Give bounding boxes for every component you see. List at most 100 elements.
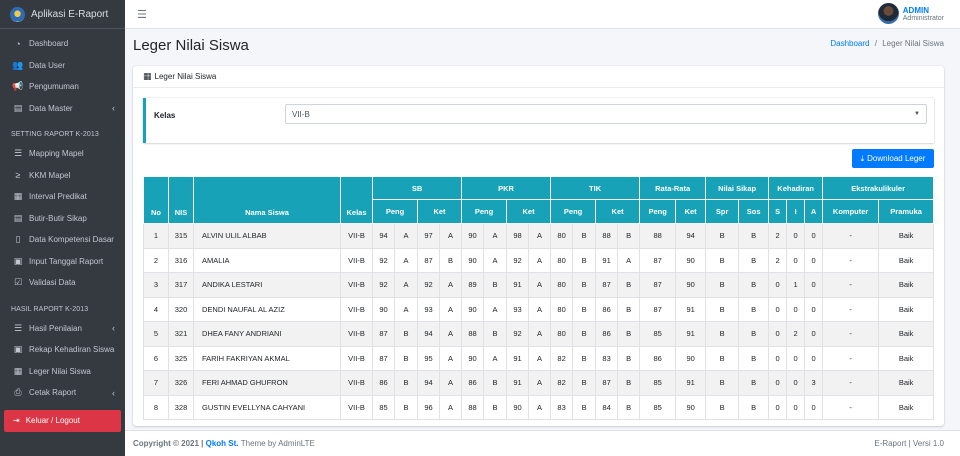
table-cell: A <box>483 296 508 322</box>
sidebar-item-kkm-mapel[interactable]: ≥ KKM Mapel <box>0 165 125 187</box>
table-cell: DHEA FANY ANDRIANI <box>193 321 341 347</box>
table-cell: A <box>438 394 463 420</box>
leger-table: No NIS Nama Siswa Kelas SB PKR TIK Rata-… <box>143 176 935 420</box>
user-menu[interactable]: ADMIN Administrator <box>877 3 944 24</box>
table-cell: A <box>438 296 463 322</box>
table-cell: 92 <box>372 247 395 273</box>
table-cell: 91 <box>506 345 530 371</box>
sidebar-item-label: Butir-Butir Sikap <box>29 213 87 223</box>
table-cell: 87 <box>639 272 677 298</box>
sidebar-item-butir-sikap[interactable]: ▤ Butir-Butir Sikap <box>0 208 125 230</box>
table-cell: B <box>438 247 463 273</box>
table-cell: A <box>483 223 508 249</box>
table-cell: 0 <box>786 296 806 322</box>
table-cell: B <box>394 394 418 420</box>
sidebar-item-kompetensi-dasar[interactable]: ▯ Data Kompetensi Dasar <box>0 229 125 251</box>
list-icon: ☰ <box>13 322 23 333</box>
sidebar-item-validasi-data[interactable]: ☑ Validasi Data <box>0 272 125 294</box>
logout-button[interactable]: ⇥ Keluar / Logout <box>4 409 121 432</box>
sidebar-item-dashboard[interactable]: ◔ Dashboard <box>0 33 125 55</box>
sidebar-item-pengumuman[interactable]: 📢 Pengumuman <box>0 76 125 98</box>
table-cell: 3 <box>804 370 824 396</box>
tasks-icon: ▤ <box>13 212 23 223</box>
table-cell: B <box>572 370 597 396</box>
footer-copyright: Copyright © 2021 | <box>133 439 204 448</box>
table-cell: 325 <box>168 345 194 371</box>
sidebar-item-data-user[interactable]: 👥 Data User <box>0 55 125 77</box>
kelas-select[interactable]: VII-B ▼ <box>285 104 927 124</box>
sidebar-item-hasil-penilaian[interactable]: ☰ Hasil Penilaian ‹ <box>0 318 125 340</box>
sidebar-item-data-master[interactable]: ▤ Data Master ‹ <box>0 98 125 120</box>
sidebar-item-leger-nilai[interactable]: ▦ Leger Nilai Siswa <box>0 361 125 383</box>
users-icon: 👥 <box>12 59 24 70</box>
table-cell: 83 <box>595 345 619 371</box>
download-leger-button[interactable]: ⤓ Download Leger <box>852 149 934 168</box>
sub-header-sb-ket: Ket <box>416 199 463 224</box>
table-cell: B <box>483 321 508 347</box>
table-cell: 2 <box>768 223 788 249</box>
sidebar-item-label: Interval Predikat <box>29 192 87 202</box>
table-cell: 90 <box>461 247 485 273</box>
footer-brand[interactable]: Qkoh St. <box>205 439 239 448</box>
chevron-left-icon: ‹ <box>112 103 115 114</box>
table-icon: ▦ <box>13 365 23 376</box>
table-cell: 93 <box>506 296 530 322</box>
kelas-select-value: VII-B <box>292 109 310 119</box>
table-cell: A <box>483 247 508 273</box>
table-cell: 90 <box>675 272 707 298</box>
table-cell: 92 <box>417 272 440 298</box>
table-cell: B <box>572 272 597 298</box>
table-cell: 90 <box>675 345 707 371</box>
sidebar-item-interval-predikat[interactable]: ▦ Interval Predikat <box>0 186 125 208</box>
table-row: 1 315 ALVIN ULIL ALBAB VII-B 94 A 97 A 90 A 98 A 80 B… <box>143 223 935 249</box>
table-row: 2 316 AMALIA VII-B 92 A 87 B 90 A 92 A 80 B 91 A 87 90 B B 2… <box>143 247 935 273</box>
table-cell: 93 <box>417 296 440 322</box>
table-cell: - <box>822 272 880 298</box>
table-cell: 88 <box>639 223 677 249</box>
breadcrumb: Dashboard / Leger Nilai Siswa <box>830 39 944 48</box>
sub-header-i: I <box>786 199 806 224</box>
sidebar-item-mapping-mapel[interactable]: ☰ Mapping Mapel <box>0 143 125 165</box>
table-cell: GUSTIN EVELLYNA CAHYANI <box>193 394 341 420</box>
table-cell: B <box>705 345 740 371</box>
col-header-nama: Nama Siswa <box>193 176 341 224</box>
download-icon: ⤓ <box>860 153 865 163</box>
table-cell: 1 <box>143 223 169 249</box>
chevron-left-icon: ‹ <box>112 387 115 398</box>
table-cell: 2 <box>143 247 169 273</box>
table-cell: Baik <box>878 394 935 420</box>
table-cell: 92 <box>372 272 395 298</box>
table-cell: 0 <box>804 223 824 249</box>
sub-header-pkr-peng: Peng <box>461 199 508 224</box>
table-cell: - <box>822 321 880 347</box>
col-header-tik: TIK <box>550 176 641 200</box>
footer: Copyright © 2021 | Qkoh St. Theme by Adm… <box>125 430 960 456</box>
hamburger-menu-icon[interactable]: ☰ <box>137 9 147 21</box>
table-cell: B <box>738 272 770 298</box>
sidebar-item-tanggal-raport[interactable]: ▣ Input Tanggal Raport <box>0 251 125 273</box>
leger-table-body: 1 315 ALVIN ULIL ALBAB VII-B 94 A 97 A 90 A 98 A 80 B… <box>143 223 935 420</box>
brand[interactable]: Aplikasi E-Raport <box>0 0 125 29</box>
table-cell: 0 <box>786 345 806 371</box>
check-square-icon: ☑ <box>13 277 23 288</box>
sidebar-item-label: Leger Nilai Siswa <box>29 366 91 376</box>
sidebar-item-rekap-kehadiran[interactable]: ▣ Rekap Kehadiran Siswa <box>0 339 125 361</box>
table-cell: 86 <box>461 370 485 396</box>
table-cell: B <box>705 394 740 420</box>
table-cell: 90 <box>372 296 395 322</box>
table-row: 6 325 FARIH FAKRIYAN AKMAL VII-B 87 B 95 A 90 A 91… <box>143 345 935 371</box>
nav-header-hasil: HASIL RAPORT K-2013 <box>11 305 89 313</box>
table-cell: 91 <box>595 247 619 273</box>
table-cell: 80 <box>550 321 574 347</box>
breadcrumb-home[interactable]: Dashboard <box>830 39 870 48</box>
table-cell: B <box>617 370 641 396</box>
table-cell: VII-B <box>340 223 373 249</box>
table-cell: 87 <box>595 370 619 396</box>
table-cell: 83 <box>550 394 574 420</box>
sub-header-rata-ket: Ket <box>675 199 707 224</box>
table-cell: B <box>483 370 508 396</box>
sidebar-item-cetak-raport[interactable]: ⎙ Cetak Raport ‹ <box>0 382 125 404</box>
col-header-rata-rata: Rata-Rata <box>639 176 707 200</box>
table-cell: 315 <box>168 223 194 249</box>
breadcrumb-current: Leger Nilai Siswa <box>882 39 944 48</box>
